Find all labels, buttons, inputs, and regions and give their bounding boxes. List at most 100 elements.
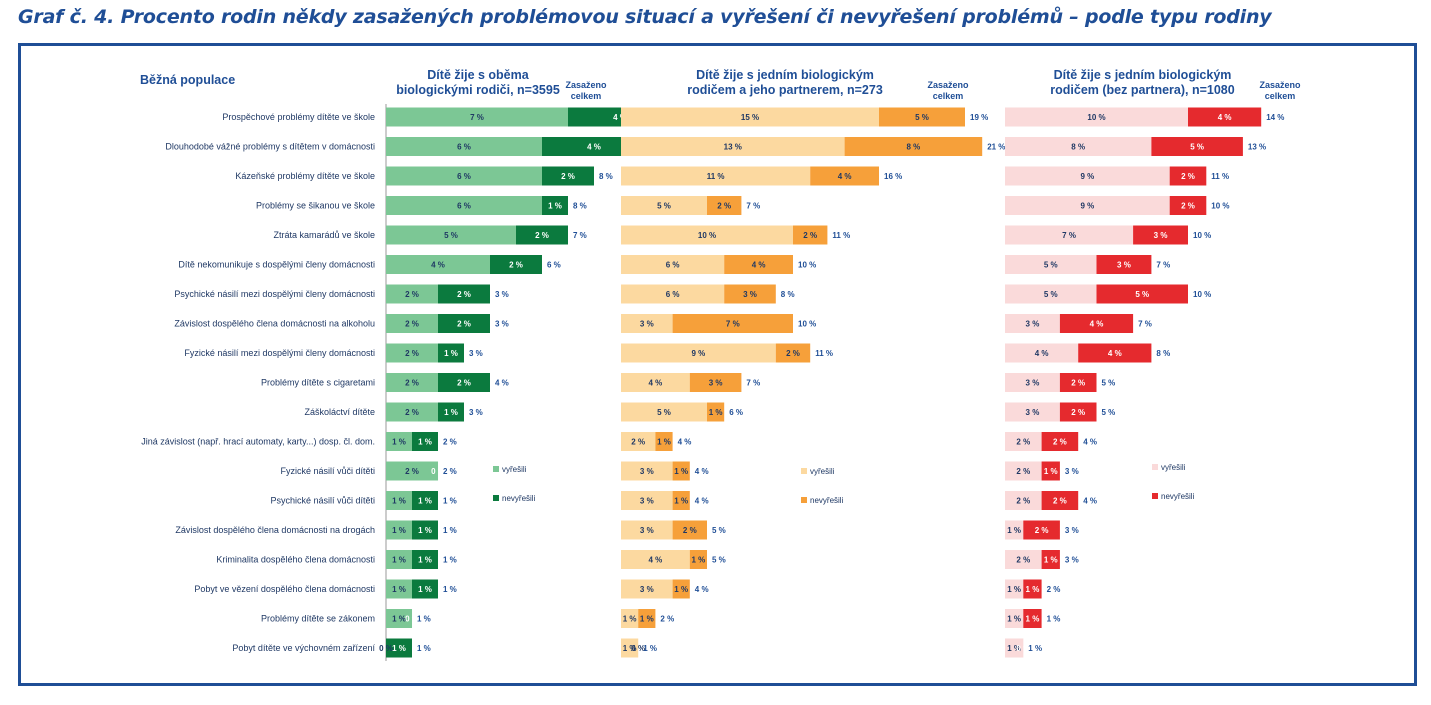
data-label-unsolved-p1: 4 % xyxy=(613,113,627,122)
data-label-unsolved-p1: 1 % xyxy=(444,408,458,417)
category-label: Fyzické násilí vůči dítěti xyxy=(280,466,375,476)
bar-solved-p2 xyxy=(621,225,793,245)
legend-swatch-unsolved-p3 xyxy=(1152,493,1158,499)
data-label-solved-p3: 2 % xyxy=(1016,438,1030,447)
data-label-unsolved-p1: 1 % xyxy=(444,349,458,358)
legend-label-unsolved-p3: nevyřešili xyxy=(1161,492,1195,501)
bar-solved-p2 xyxy=(621,432,656,451)
bar-unsolved-p2 xyxy=(655,432,673,451)
data-label-total-p1: 1 % xyxy=(443,526,457,535)
data-label-unsolved-p3: 2 % xyxy=(1035,526,1049,535)
data-label-total-p3: 5 % xyxy=(1102,379,1116,388)
data-label-solved-p1: 1 % xyxy=(392,438,406,447)
data-label-total-p1: 8 % xyxy=(573,202,587,211)
bar-solved-p2 xyxy=(621,255,725,274)
bar-unsolved-p1 xyxy=(412,550,438,569)
data-label-unsolved-p1: 1 % xyxy=(392,644,406,653)
data-label-solved-p2: 6 % xyxy=(666,290,680,299)
bar-unsolved-p1 xyxy=(542,137,646,156)
data-label-unsolved-p2: 3 % xyxy=(709,379,723,388)
category-label: Závislost dospělého člena domácnosti na … xyxy=(175,525,375,535)
data-label-solved-p1: 1 % xyxy=(392,497,406,506)
data-label-solved-p2: 3 % xyxy=(640,585,654,594)
bar-solved-p3 xyxy=(1005,461,1042,481)
data-label-solved-p3: 2 % xyxy=(1016,467,1030,476)
bar-solved-p2 xyxy=(621,284,725,304)
data-label-unsolved-p2: 1 % xyxy=(640,615,654,624)
data-label-solved-p2: 1 % xyxy=(623,644,637,653)
bar-unsolved-p1 xyxy=(490,255,542,274)
bar-unsolved-p1 xyxy=(438,402,464,422)
bar-solved-p3 xyxy=(1005,314,1060,333)
data-label-total-p1: 1 % xyxy=(443,556,457,565)
category-label: Závislost dospělého člena domácnosti na … xyxy=(174,319,375,329)
data-label-solved-p2: 5 % xyxy=(657,202,671,211)
data-label-solved-p3: 8 % xyxy=(1071,143,1085,152)
data-label-unsolved-p1: 1 % xyxy=(418,556,432,565)
data-label-total-p2: 1 % xyxy=(643,644,657,653)
category-label: Fyzické násilí mezi dospělými členy domá… xyxy=(184,348,375,358)
bar-solved-p1 xyxy=(386,166,542,186)
bar-solved-p1 xyxy=(386,107,568,127)
data-label-total-p3: 7 % xyxy=(1156,261,1170,270)
data-label-total-p2: 21 % xyxy=(987,143,1005,152)
legend-label-unsolved-p1: nevyřešili xyxy=(502,494,536,503)
data-label-total-p3: 2 % xyxy=(1047,585,1061,594)
bar-solved-p3 xyxy=(1005,579,1024,599)
data-label-solved-p2: 15 % xyxy=(741,113,759,122)
data-label-total-p3: 7 % xyxy=(1138,320,1152,329)
bar-solved-p2 xyxy=(621,314,673,333)
data-label-total-p1: 3 % xyxy=(469,349,483,358)
data-label-unsolved-p2: 2 % xyxy=(717,202,731,211)
bar-solved-p1 xyxy=(386,255,490,274)
data-label-solved-p2: 11 % xyxy=(707,172,725,181)
data-label-solved-p3: 5 % xyxy=(1044,290,1058,299)
bar-unsolved-p3 xyxy=(1041,550,1060,569)
data-label-solved-p3: 10 % xyxy=(1087,113,1105,122)
bar-solved-p2 xyxy=(621,137,845,156)
panel-1-header-line2: biologickými rodiči, n=3595 xyxy=(396,83,560,97)
bar-unsolved-p3 xyxy=(1169,196,1207,215)
data-label-unsolved-p1: 1 % xyxy=(418,438,432,447)
data-label-total-p3: 1 % xyxy=(1028,644,1042,653)
data-label-solved-p1: 6 % xyxy=(457,143,471,152)
bar-solved-p3 xyxy=(1005,343,1079,363)
bar-unsolved-p2 xyxy=(689,550,707,569)
bar-unsolved-p3 xyxy=(1059,314,1134,333)
figure-title: Graf č. 4. Procento rodin někdy zasažený… xyxy=(18,6,1272,28)
panel-2-header: Dítě žije s jedním biologickým rodičem a… xyxy=(655,68,915,98)
panel-1-total-header: Zasaženo celkem xyxy=(565,80,607,101)
data-label-unsolved-p3: 2 % xyxy=(1181,172,1195,181)
data-label-unsolved-p3: 4 % xyxy=(1108,349,1122,358)
data-label-unsolved-p1: 2 % xyxy=(457,290,471,299)
data-label-unsolved-p1: 1 % xyxy=(548,202,562,211)
data-label-total-p2: 4 % xyxy=(695,497,709,506)
data-label-solved-p2: 6 % xyxy=(666,261,680,270)
data-label-total-p2: 7 % xyxy=(746,202,760,211)
category-label: Kázeňské problémy dítěte ve škole xyxy=(235,171,375,181)
data-label-solved-p3: 9 % xyxy=(1080,172,1094,181)
data-label-solved-p2: 2 % xyxy=(631,438,645,447)
bar-solved-p3 xyxy=(1005,166,1170,186)
data-label-total-p2: 4 % xyxy=(678,438,692,447)
chart-frame xyxy=(18,43,1417,686)
data-label-total-p3: 10 % xyxy=(1193,290,1211,299)
bar-unsolved-p3 xyxy=(1023,520,1060,540)
data-label-total-p2: 11 % xyxy=(815,349,833,358)
bar-solved-p1 xyxy=(386,314,438,333)
data-label-unsolved-p2: 2 % xyxy=(786,349,800,358)
panel-2-header-line2: rodičem a jeho partnerem, n=273 xyxy=(687,83,883,97)
data-label-unsolved-p2: 2 % xyxy=(803,231,817,240)
data-label-solved-p3: 3 % xyxy=(1026,320,1040,329)
data-label-total-p2: 10 % xyxy=(798,261,816,270)
category-label: Psychické násilí vůči dítěti xyxy=(270,496,375,506)
bar-unsolved-p2 xyxy=(810,166,879,186)
data-label-total-p1: 3 % xyxy=(495,290,509,299)
data-label-total-p1: 3 % xyxy=(469,408,483,417)
bar-solved-p3 xyxy=(1005,225,1134,245)
data-label-solved-p3: 2 % xyxy=(1016,497,1030,506)
data-label-unsolved-p3: 5 % xyxy=(1190,143,1204,152)
data-label-solved-p3: 2 % xyxy=(1016,556,1030,565)
data-label-total-p1: 6 % xyxy=(547,261,561,270)
data-label-total-p1: 2 % xyxy=(443,438,457,447)
